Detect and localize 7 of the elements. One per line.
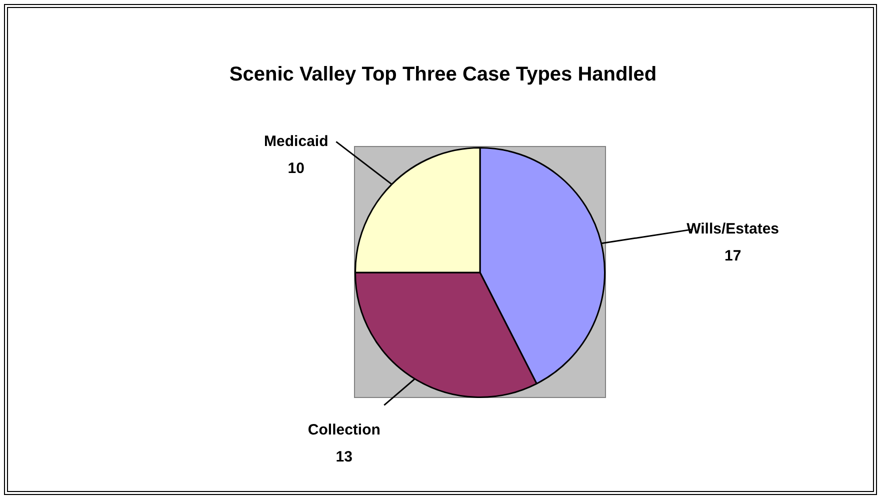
data-label: 17 [724,247,742,264]
chart-title: Scenic Valley Top Three Case Types Handled [229,64,657,86]
data-label: 10 [288,160,304,177]
data-label: 13 [336,448,352,466]
slice-label: Wills/Estates [686,220,780,238]
slice-label: Medicaid [264,132,328,150]
slice-label: Collection [308,421,380,438]
